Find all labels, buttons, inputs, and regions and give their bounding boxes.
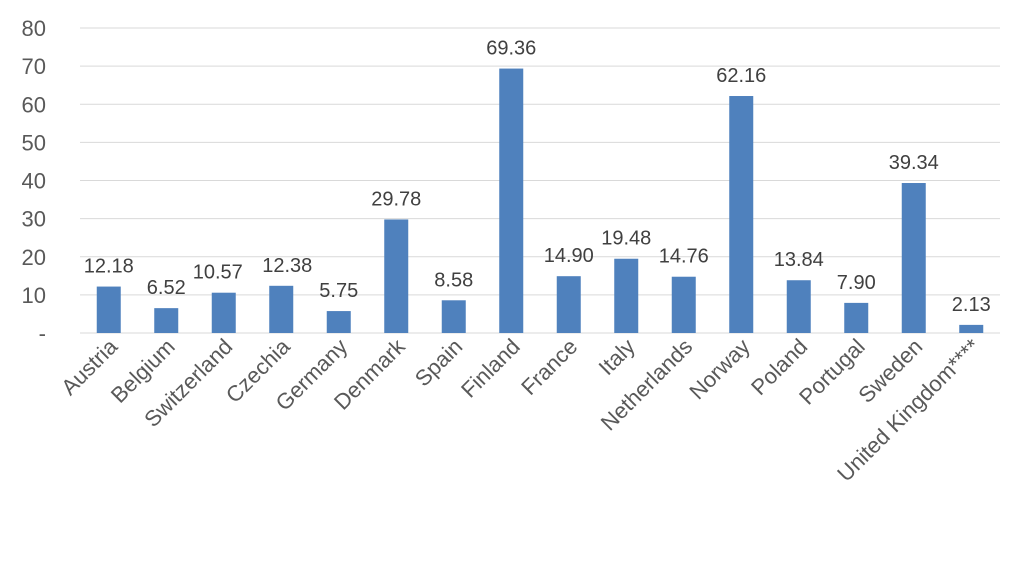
data-labels: 12.18 6.52 10.57 12.38 5.75 29.78 8.58 69.36 14.… — [84, 38, 991, 316]
bar — [441, 300, 466, 333]
data-label: 29.78 — [371, 188, 421, 210]
bar — [154, 308, 179, 333]
bar — [499, 68, 524, 333]
bar — [844, 302, 869, 333]
data-label: 6.52 — [147, 277, 186, 299]
data-label: 62.16 — [716, 65, 766, 87]
y-tick-label: 40 — [22, 169, 46, 194]
y-tick-label: 60 — [22, 92, 46, 117]
y-axis-ticks: - 10 20 30 40 50 60 70 80 — [22, 16, 46, 346]
data-label: 14.90 — [544, 245, 594, 267]
category-label: France — [516, 334, 582, 400]
bar — [269, 285, 294, 333]
bars — [96, 68, 984, 333]
y-tick-label: - — [39, 321, 46, 346]
bar — [786, 280, 811, 333]
data-label: 5.75 — [319, 280, 358, 302]
data-label: 12.18 — [84, 256, 134, 278]
data-label: 12.38 — [262, 255, 312, 277]
data-label: 7.90 — [837, 272, 876, 294]
data-label: 10.57 — [193, 262, 243, 284]
data-label: 13.84 — [774, 249, 824, 271]
bar — [96, 286, 121, 333]
bar — [671, 276, 696, 333]
y-tick-label: 80 — [22, 16, 46, 41]
y-tick-label: 20 — [22, 245, 46, 270]
data-label: 2.13 — [952, 294, 991, 316]
category-label: Italy — [594, 334, 640, 380]
category-label: Norway — [684, 334, 754, 404]
bar — [729, 96, 754, 333]
y-tick-label: 50 — [22, 130, 46, 155]
y-tick-label: 10 — [22, 283, 46, 308]
bar — [384, 219, 409, 333]
category-label: Finland — [456, 334, 525, 403]
data-label: 19.48 — [601, 228, 651, 250]
data-label: 39.34 — [889, 152, 939, 174]
bar — [614, 258, 639, 333]
data-label: 8.58 — [434, 269, 473, 291]
bar — [556, 276, 581, 333]
y-tick-label: 70 — [22, 54, 46, 79]
bar — [959, 324, 984, 333]
bar — [901, 183, 926, 333]
bar — [211, 292, 236, 333]
data-label: 69.36 — [486, 38, 536, 60]
y-tick-label: 30 — [22, 207, 46, 232]
x-axis-categories: AustriaBelgiumSwitzerlandCzechiaGermanyD… — [56, 333, 985, 486]
data-label: 14.76 — [659, 246, 709, 268]
bar — [326, 311, 351, 333]
